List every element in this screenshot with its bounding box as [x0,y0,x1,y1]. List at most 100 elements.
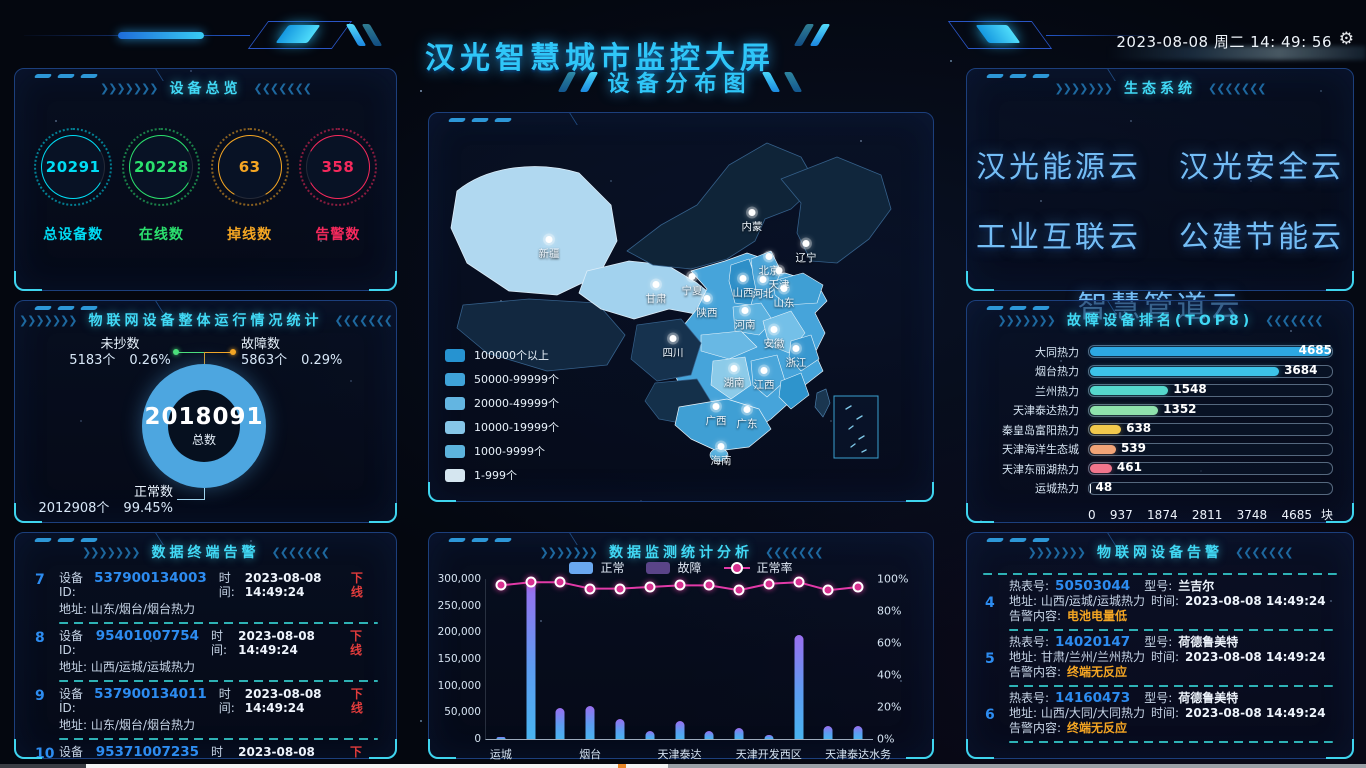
corner-accent [906,739,934,759]
row-line1: 热表号: 50503044 型号: 兰吉尔 [1009,579,1333,594]
title-arrows-right-icon: ❮❮❮❮❮❮❮ [1265,313,1324,327]
dashed-separator [1009,629,1333,631]
row-line3: 告警内容: 终端无反应 [1009,721,1333,736]
panel-title: 物联网设备整体运行情况统计 [88,313,323,329]
time-label: 时间: [211,745,224,758]
ranking-label: 天津海洋生态城 [1002,443,1079,457]
map-legend: 100000个以上 50000-99999个 20000-49999个 10000-1… [445,347,559,483]
bar-normal [675,721,684,739]
gauge-value: 63 [218,136,281,198]
rate-line [486,579,873,739]
iot-alarm-row: 4 热表号: 50503044 型号: 兰吉尔 地址: 山西/运城/运城热力 时间: 2023… [983,575,1337,631]
ecosystem-links: 汉光能源云汉光安全云工业互联云公建节能云智慧管道云 [967,98,1353,326]
chart-legend-item: 故障 [646,559,702,576]
slash-icon [580,72,599,92]
system-taskbar-strip [0,764,1366,768]
alarm-content: 电池电量低 [1067,609,1128,623]
y-tick-right: 60% [877,636,902,650]
callout-count: 5183个 [69,353,116,368]
meter-label: 热表号: [1009,579,1050,593]
map-legend-item: 1-999个 [445,467,559,483]
device-id-label: 设备ID: [59,745,84,758]
model-label: 型号: [1144,579,1173,593]
corner-accent [966,503,994,523]
rate-marker [495,579,507,591]
ranking-bar [1090,386,1169,396]
bar-normal [734,728,744,739]
gauge-tick-ring [122,128,201,206]
title-arrows-right-icon: ❮❮❮❮❮❮❮ [253,81,313,95]
taskbar-icon-sliver [618,764,626,768]
callout-label: 故障数 [241,337,281,352]
gauge-tick-ring [210,128,289,206]
gauge-ring: 20291 [34,128,113,206]
ranking-row: 烟台热力 3684 [967,362,1353,382]
donut-chart: 2018091 总数 [142,364,266,488]
legend-label: 正常 [600,561,625,575]
axis-tick: 4685 [1281,507,1312,522]
terminal-alarm-list: 7 设备ID: 537900134003 时间: 2023-08-08 14:49:24… [29,566,382,758]
ranking-label: 烟台热力 [1035,365,1079,379]
ranking-track: 638 [1088,421,1333,437]
row-index: 9 [35,688,45,704]
slash-icon [558,72,577,92]
gauge-value: 20228 [130,136,193,198]
rate-marker [584,583,596,595]
rate-marker [852,581,864,593]
monitor-chart-legend: 正常 故障 正常率 [429,559,933,576]
ecosystem-link[interactable]: 公建节能云 [1179,220,1344,255]
terminal-alarms-panel: ❯❯❯❯❯❯❯ 数据终端告警 ❮❮❮❮❮❮❮ 7 设备ID: 53790013400… [14,532,397,759]
ranking-track: 3684 [1088,363,1333,378]
ecosystem-link[interactable]: 汉光安全云 [1179,150,1344,185]
gauge-label: 总设备数 [43,227,104,243]
gauge-label: 在线数 [138,227,184,243]
bar-normal [794,635,804,739]
callout-line-bottom [177,499,205,500]
meter-id-value: 50503044 [1055,578,1131,594]
china-map[interactable] [429,113,933,501]
map-panel: 新疆 内蒙 辽宁 北京 天津 河北 山西 山东 宁夏 甘肃 陕西 河南 安徽 四川 浙江 湖南 江西 广西 广东 海南… [428,112,934,502]
legend-label: 故障 [677,561,702,575]
settings-gear-icon[interactable]: ⚙ [1338,29,1354,49]
title-arrows-left-icon: ❯❯❯❯❯❯❯ [1027,545,1086,559]
rate-marker [525,576,537,588]
gauge-tick-ring [298,128,377,206]
legend-swatch [445,468,465,482]
gauge-label: 掉线数 [227,227,273,243]
y-tick-left: 150,000 [437,653,481,665]
ranking-label: 秦皇岛富阳热力 [1002,423,1079,437]
bar-normal [823,726,833,739]
ecosystem-link[interactable]: 工业互联云 [976,220,1141,255]
donut-total-value: 2018091 [144,404,264,430]
alarm-content: 终端无反应 [1067,721,1128,735]
y-tick-right: 0% [877,732,895,746]
device-id-label: 设备ID: [59,571,84,599]
ranking-label: 天津泰达热力 [1013,404,1079,418]
ecosystem-link[interactable]: 汉光能源云 [976,150,1141,185]
addr-label: 地址: 山西/大同/大同热力 [1009,706,1145,720]
device-id-value: 95371007235 [95,744,200,758]
bar-normal [555,708,565,739]
title-arrows-left-icon: ❯❯❯❯❯❯❯ [1054,81,1113,95]
row-line2: 地址: 山西/运城/运城热力 时间: 2023-08-08 14:49:24 [1009,594,1333,609]
y-tick-left: 200,000 [437,626,481,639]
ranking-track: 1548 [1088,382,1333,398]
meter-id-value: 14020147 [1055,634,1131,650]
row-index: 10 [35,746,55,758]
chart-legend-item: 正常率 [723,559,793,576]
title-arrows-left-icon: ❯❯❯❯❯❯❯ [81,545,141,559]
meter-id-value: 14160473 [1055,690,1131,706]
status-badge: 下线 [350,687,363,715]
time-value: 2023-08-08 14:49:24 [238,629,315,657]
corner-accent [369,271,397,291]
bar-normal [764,734,774,739]
terminal-alarm-row: 7 设备ID: 537900134003 时间: 2023-08-08 14:49:24… [29,566,382,624]
callout-count: 5863个 [241,353,288,368]
callout-vline [204,352,205,365]
ranking-bar [1090,366,1280,376]
device-id-value: 95401007754 [95,628,200,644]
row-index: 6 [985,707,995,723]
ranking-row: 天津东丽湖热力 461 [967,459,1353,479]
bar-normal [853,725,863,739]
fault-ranking-panel: ❯❯❯❯❯❯❯ 故障设备排名(TOP8) ❮❮❮❮❮❮❮ 大同热力 4685 烟台热… [966,300,1354,523]
